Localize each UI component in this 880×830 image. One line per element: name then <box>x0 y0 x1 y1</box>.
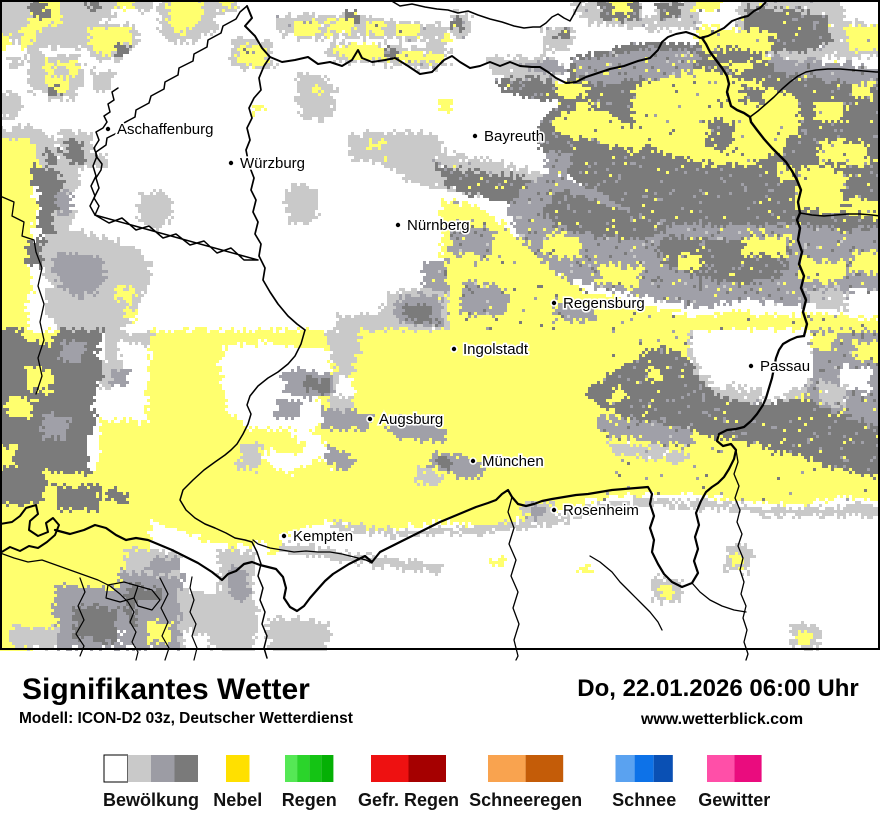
svg-text:Ingolstadt: Ingolstadt <box>463 341 529 358</box>
svg-text:Bayreuth: Bayreuth <box>484 128 544 145</box>
svg-text:Gewitter: Gewitter <box>698 790 770 810</box>
svg-text:Augsburg: Augsburg <box>379 411 443 428</box>
svg-text:Würzburg: Würzburg <box>240 155 305 172</box>
svg-text:München: München <box>482 453 544 470</box>
svg-text:Nürnberg: Nürnberg <box>407 217 470 234</box>
svg-text:Regen: Regen <box>282 790 337 810</box>
svg-text:Regensburg: Regensburg <box>563 295 645 312</box>
svg-text:Passau: Passau <box>760 358 810 375</box>
svg-text:Schnee: Schnee <box>612 790 676 810</box>
svg-text:Aschaffenburg: Aschaffenburg <box>117 121 213 138</box>
svg-text:Kempten: Kempten <box>293 528 353 545</box>
svg-text:Gefr. Regen: Gefr. Regen <box>358 790 459 810</box>
svg-text:Bewölkung: Bewölkung <box>103 790 199 810</box>
svg-text:Schneeregen: Schneeregen <box>469 790 582 810</box>
svg-text:Nebel: Nebel <box>213 790 262 810</box>
svg-text:Rosenheim: Rosenheim <box>563 502 639 519</box>
